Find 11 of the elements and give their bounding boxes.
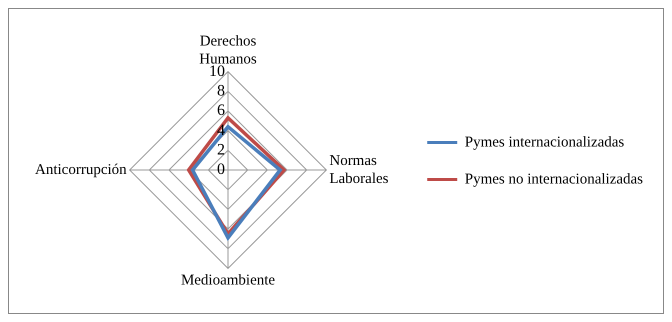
y-tick-label: 6	[217, 102, 225, 120]
y-tick-label: 4	[217, 122, 225, 139]
legend-label: Pymes no internacionalizadas	[464, 171, 644, 188]
spoke-label: Anticorrupción	[35, 162, 128, 178]
spoke-label: Medioambiente	[180, 272, 276, 288]
y-tick-label: 0	[217, 161, 225, 178]
y-tick-label: 2	[217, 142, 225, 159]
y-tick-label: 8	[217, 82, 225, 100]
legend-label: Pymes internacionalizadas	[464, 134, 624, 150]
y-tick-label: 10	[209, 62, 225, 80]
spoke-label: Normas Laborales	[329, 152, 389, 187]
